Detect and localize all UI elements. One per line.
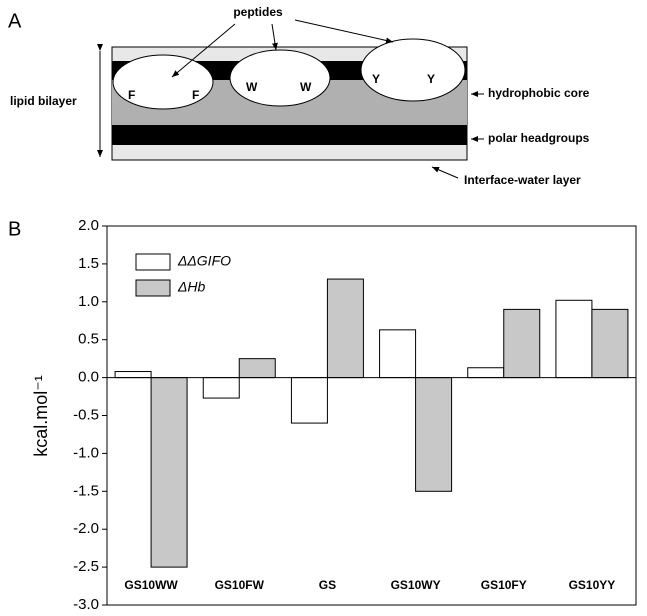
peptide [229,49,331,107]
x-tick-label: GS10FY [481,578,527,592]
residue: Y [372,72,380,86]
right-label: Interface-water layer [464,173,581,187]
x-tick-label: GS10YY [569,578,616,592]
y-axis-label: kcal.mol⁻¹ [31,375,51,457]
legend-label: ΔHb [177,279,206,295]
residue: W [246,80,258,94]
headgroup-band [112,125,467,145]
bar [379,329,417,379]
x-tick-label: GS10WY [391,578,441,592]
bar [503,308,541,379]
arrows [97,19,484,179]
bar [467,367,505,379]
y-tick-label: -2.5 [73,558,99,575]
peptides-label: peptides [233,5,283,19]
residue: F [192,88,199,102]
y-tick-label: -1.0 [73,444,99,461]
x-tick-label: GS10FW [215,578,265,592]
y-tick-label: 0.5 [78,331,99,348]
bar [114,371,152,379]
residue: Y [427,72,435,86]
y-tick-label: -2.0 [73,520,99,537]
y-tick-label: 1.5 [78,255,99,272]
y-tick-label: -3.0 [73,596,99,613]
y-tick-label: 0.0 [78,369,99,386]
bar [415,377,453,492]
y-tick-label: -1.5 [73,482,99,499]
right-label: hydrophobic core [488,86,590,100]
peptide [360,38,466,102]
diagram: A F F W W Y Y peptides lipid bilayer hyd… [8,5,590,187]
bar [150,377,188,568]
peptide [112,54,214,110]
bar [202,377,240,399]
legend-swatch [135,253,171,271]
x-tick-label: GS10WW [124,578,178,592]
right-label: polar headgroups [488,131,590,145]
x-tick-label: GS [319,578,336,592]
y-tick-label: 2.0 [78,217,99,234]
bar [290,377,328,424]
panel-label: B [8,218,21,240]
y-tick-label: 1.0 [78,293,99,310]
panel-label: A [8,10,22,32]
bar [326,278,364,379]
legend-swatch [135,279,171,297]
left-label: lipid bilayer [10,94,77,108]
bar [591,308,629,379]
residue: F [128,88,135,102]
y-tick-label: -0.5 [73,406,99,423]
legend-label: ΔΔGIFO [177,253,231,269]
residue: W [300,80,312,94]
bar [555,299,593,379]
bar [238,358,276,379]
